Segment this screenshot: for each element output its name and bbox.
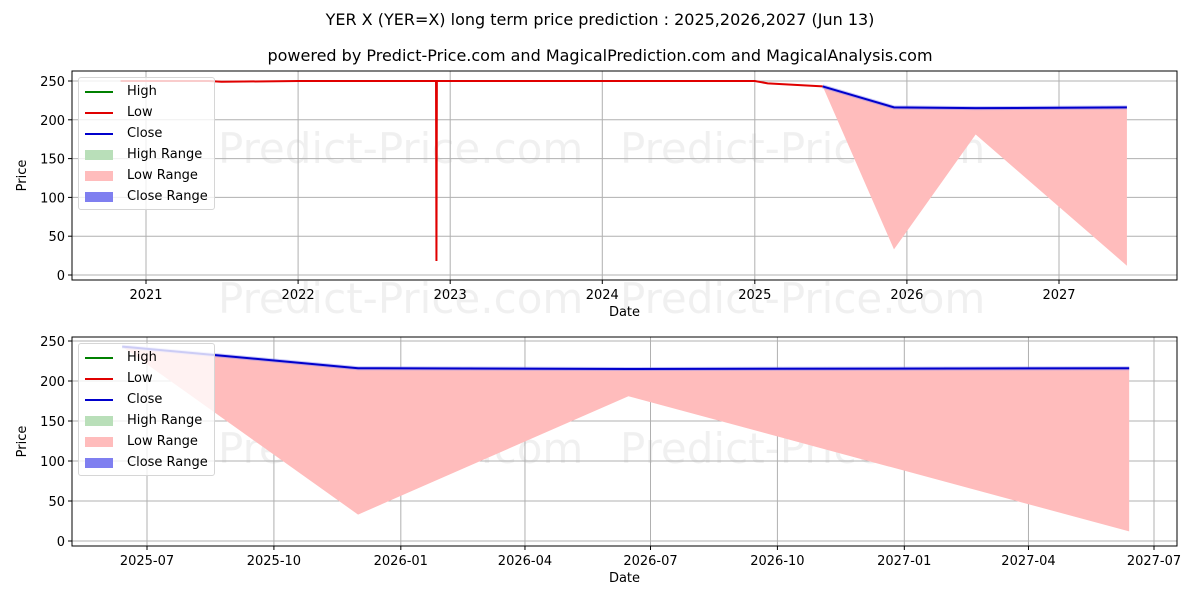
legend-item-close-range: Close Range	[85, 452, 208, 473]
legend-item-close: Close	[85, 389, 208, 410]
x-tick-label: 2026-10	[750, 554, 804, 569]
low-range-area	[822, 86, 1127, 266]
y-tick-label: 250	[40, 75, 65, 90]
x-axis-label: Date	[609, 305, 640, 320]
legend-label: High Range	[127, 147, 203, 162]
legend-line-swatch-icon	[85, 111, 113, 114]
y-axis-label: Price	[15, 160, 30, 192]
close-line	[822, 85, 1127, 110]
x-tick-label: 2026-04	[498, 554, 552, 569]
legend-patch-swatch-icon	[85, 191, 113, 202]
legend-label: Low Range	[127, 434, 198, 449]
x-tick-label: 2022	[282, 288, 315, 303]
y-axis-label: Price	[15, 426, 30, 458]
legend-label: High	[127, 84, 157, 99]
low-line	[120, 80, 823, 262]
x-tick-label: 2024	[586, 288, 619, 303]
y-tick-label: 100	[40, 191, 65, 206]
legend-item-close-range: Close Range	[85, 186, 208, 207]
x-tick-label: 2025-10	[247, 554, 301, 569]
plot-frame	[71, 70, 1178, 281]
legend-line-swatch-icon	[85, 377, 113, 380]
low-range-area	[122, 346, 1130, 532]
x-tick-label: 2027-07	[1127, 554, 1181, 569]
x-tick-label: 2027-04	[1001, 554, 1055, 569]
y-tick-label: 200	[40, 375, 65, 390]
legend-item-low: Low	[85, 102, 208, 123]
y-tick-label: 150	[40, 153, 65, 168]
legend-label: High	[127, 350, 157, 365]
watermark-text: Predict-Price.com	[218, 274, 583, 323]
chart-subtitle: powered by Predict-Price.com and Magical…	[267, 46, 933, 65]
legend-bottom: High Low Close High Range Low Range Close Ran…	[78, 343, 215, 476]
x-tick-label: 2023	[434, 288, 467, 303]
close-line	[122, 345, 1130, 371]
legend-patch-swatch-icon	[85, 457, 113, 468]
legend-patch-swatch-icon	[85, 415, 113, 426]
legend-label: Low	[127, 105, 153, 120]
legend-label: Low Range	[127, 168, 198, 183]
y-tick-label: 0	[57, 269, 65, 284]
legend-label: Close Range	[127, 189, 208, 204]
legend-item-high-range: High Range	[85, 144, 208, 165]
y-tick-label: 150	[40, 415, 65, 430]
legend-label: Close	[127, 392, 163, 407]
x-tick-label: 2025-07	[120, 554, 174, 569]
watermark-text: Predict-Price.com	[218, 124, 583, 173]
chart-title: YER X (YER=X) long term price prediction…	[325, 10, 875, 29]
legend-top: High Low Close High Range Low Range Close Ran…	[78, 77, 215, 210]
plot-frame	[71, 336, 1178, 547]
legend-label: High Range	[127, 413, 203, 428]
legend-item-low-range: Low Range	[85, 165, 208, 186]
legend-line-swatch-icon	[85, 132, 113, 135]
x-tick-label: 2027-01	[877, 554, 931, 569]
legend-item-high: High	[85, 81, 208, 102]
legend-item-high: High	[85, 347, 208, 368]
x-tick-label: 2025	[738, 288, 771, 303]
legend-line-swatch-icon	[85, 398, 113, 401]
legend-line-swatch-icon	[85, 356, 113, 359]
legend-label: Low	[127, 371, 153, 386]
legend-item-low-range: Low Range	[85, 431, 208, 452]
legend-line-swatch-icon	[85, 90, 113, 93]
y-tick-label: 200	[40, 114, 65, 129]
x-tick-label: 2026-07	[623, 554, 677, 569]
legend-patch-swatch-icon	[85, 170, 113, 181]
watermark-text: Predict-Price.com	[620, 274, 985, 323]
x-axis-label: Date	[609, 571, 640, 586]
legend-patch-swatch-icon	[85, 149, 113, 160]
legend-label: Close Range	[127, 455, 208, 470]
legend-item-high-range: High Range	[85, 410, 208, 431]
chart-panel-1: Predict-Price.com Predict-Price.com Predic…	[15, 70, 1178, 323]
y-tick-label: 250	[40, 335, 65, 350]
legend-item-close: Close	[85, 123, 208, 144]
x-tick-label: 2027	[1042, 288, 1075, 303]
x-tick-label: 2026-01	[374, 554, 428, 569]
y-tick-label: 50	[48, 495, 65, 510]
legend-item-low: Low	[85, 368, 208, 389]
chart-panel-2: Predict-Price.comPredict-Price.com050100…	[15, 335, 1181, 586]
x-tick-label: 2021	[129, 288, 162, 303]
y-tick-label: 50	[48, 230, 65, 245]
x-tick-label: 2026	[890, 288, 923, 303]
y-tick-label: 100	[40, 455, 65, 470]
legend-label: Close	[127, 126, 163, 141]
y-tick-label: 0	[57, 535, 65, 550]
legend-patch-swatch-icon	[85, 436, 113, 447]
